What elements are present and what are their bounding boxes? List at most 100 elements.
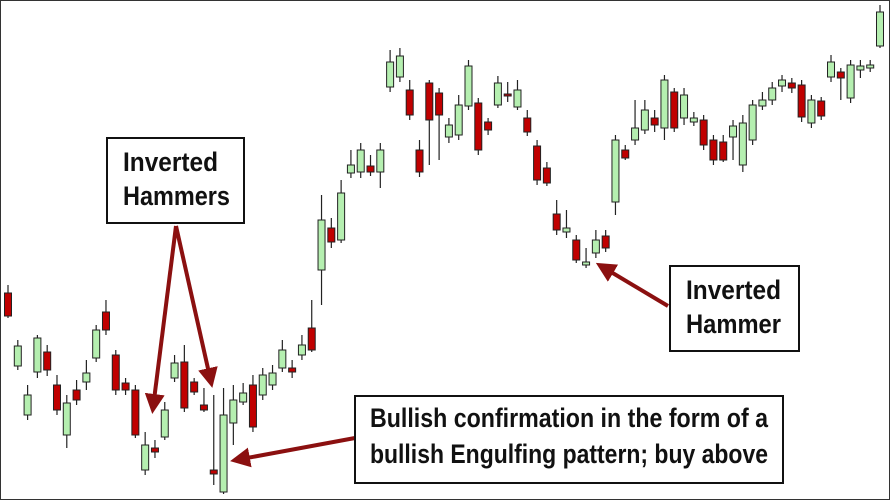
candle-body	[52, 384, 61, 411]
candle-body	[709, 139, 718, 161]
candle-body	[219, 414, 228, 493]
candle-body	[415, 149, 424, 173]
arrow	[174, 225, 218, 388]
candle-body	[513, 89, 522, 108]
candle-body	[258, 374, 267, 396]
candle-body	[23, 394, 32, 416]
candle-body	[405, 89, 414, 116]
candle-body	[738, 122, 747, 166]
candle-body	[484, 121, 493, 131]
candle-body	[680, 94, 689, 119]
annotation-text: bullish Engulfing pattern; buy above	[370, 439, 768, 469]
candle-body	[856, 65, 865, 71]
candle-body	[523, 117, 532, 133]
candle-body	[748, 104, 757, 141]
candle-body	[229, 399, 238, 424]
candle-body	[846, 64, 855, 99]
candle-body	[268, 372, 277, 386]
candle-body	[160, 409, 169, 438]
candle-body	[729, 125, 738, 138]
candle-body	[866, 64, 875, 69]
candle-body	[170, 362, 179, 379]
annotation-text: Inverted	[123, 147, 218, 177]
candle-body	[386, 61, 395, 88]
box	[669, 265, 800, 352]
candle-body	[611, 139, 620, 203]
candle-body	[82, 372, 91, 383]
candle-body	[141, 444, 150, 471]
candle-body	[827, 61, 836, 78]
candle-body	[542, 167, 551, 184]
arrow	[595, 262, 670, 308]
candle-body	[719, 141, 728, 161]
candle-body	[111, 354, 120, 391]
candle-body	[807, 99, 816, 124]
candle-body	[758, 99, 767, 107]
candle-body	[650, 117, 659, 126]
candle-body	[317, 219, 326, 271]
candle-body	[689, 117, 698, 123]
candle-body	[101, 311, 110, 331]
annotation-text: Bullish confirmation in the form of a	[370, 403, 769, 433]
candle-body	[356, 149, 365, 173]
candle-body	[787, 82, 796, 89]
candle-body	[435, 92, 444, 116]
candle-body	[797, 84, 806, 118]
candle-body	[239, 392, 248, 403]
candle-body	[533, 145, 542, 181]
arrows	[144, 225, 670, 468]
candle-body	[631, 127, 640, 141]
candle-body	[817, 100, 826, 117]
candle-body	[33, 337, 42, 373]
candle-body	[199, 404, 208, 411]
candle-body	[337, 192, 346, 241]
candle-body	[288, 367, 297, 373]
candle-body	[778, 79, 787, 87]
annotation-text: Inverted	[686, 275, 781, 305]
candle-body	[621, 149, 630, 159]
candle-body	[121, 382, 130, 391]
candle-body	[395, 55, 404, 78]
candle-body	[150, 447, 159, 453]
candle-body	[72, 389, 81, 401]
candle-body	[43, 351, 52, 371]
candle-body	[13, 345, 22, 367]
candle-body	[572, 239, 581, 261]
candle-body	[4, 292, 12, 317]
candle-body	[62, 402, 71, 436]
candle-body	[376, 149, 385, 173]
candle-body	[503, 93, 512, 97]
arrow	[144, 225, 178, 414]
candle-body	[464, 65, 473, 107]
candle-body	[591, 239, 600, 254]
candle-body	[670, 91, 679, 129]
candle-body	[131, 389, 140, 436]
candle-body	[601, 235, 610, 249]
candle-body	[209, 469, 218, 475]
box	[106, 137, 245, 224]
candle-body	[346, 164, 355, 174]
annotation-box: Inverted Hammer	[669, 265, 800, 352]
candle-body	[190, 381, 199, 393]
candle-body	[699, 119, 708, 146]
candle-body	[582, 261, 591, 266]
candle-body	[768, 87, 777, 101]
candle-body	[297, 344, 306, 356]
candle-body	[278, 349, 287, 369]
candle-body	[180, 361, 189, 409]
candle-body	[248, 384, 257, 428]
candle-body	[425, 82, 434, 121]
box	[354, 395, 784, 484]
candle-body	[640, 109, 649, 131]
candle-body	[366, 165, 375, 173]
annotation-box: Inverted Hammers	[106, 137, 245, 224]
candle-body	[454, 104, 463, 136]
candle-body	[660, 79, 669, 129]
annotation-text: Hammer	[686, 309, 781, 339]
candle-body	[836, 71, 845, 79]
candle-body	[474, 102, 483, 151]
candle-body	[552, 213, 561, 231]
annotation-text: Hammers	[123, 181, 230, 211]
candle-body	[444, 124, 453, 138]
